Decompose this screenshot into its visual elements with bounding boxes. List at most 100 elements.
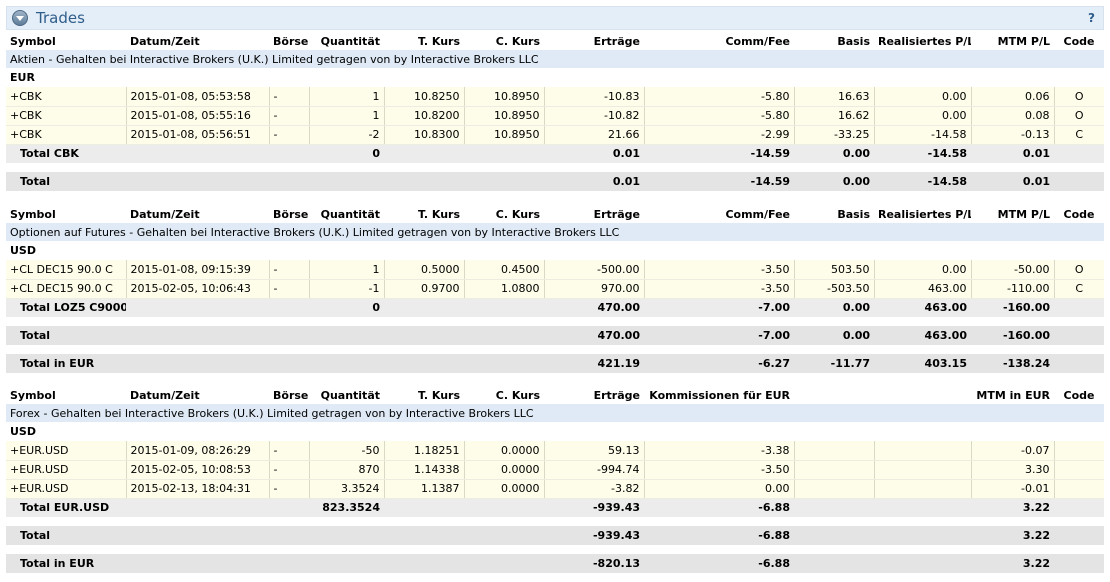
table-cell: 3.22 xyxy=(971,554,1054,573)
table-cell xyxy=(874,386,971,404)
table-cell xyxy=(464,354,544,373)
table-cell: -3.50 xyxy=(644,279,795,299)
table-cell: 463.00 xyxy=(874,279,972,299)
table-cell: 0.00 xyxy=(794,298,874,317)
table-cell: -3.38 xyxy=(644,441,795,461)
table-cell: Total in EUR xyxy=(6,354,126,373)
table-cell: 463.00 xyxy=(874,326,971,345)
table-cell: O xyxy=(1054,260,1104,280)
table-cell: 3.30 xyxy=(971,460,1055,480)
panel-title: Trades xyxy=(36,9,85,27)
table-cell xyxy=(126,172,269,191)
total-eur-row: Total in EUR -820.13 -6.88 3.22 xyxy=(6,554,1104,573)
table-cell: +EUR.USD xyxy=(6,441,127,461)
table-row: +CBK 2015-01-08, 05:56:51- -2 10.8300 10.895… xyxy=(6,125,1104,145)
table-cell: Comm/Fee xyxy=(725,207,790,221)
table-cell: C. Kurs xyxy=(495,34,540,48)
table-cell xyxy=(794,386,874,404)
table-cell: Symbol xyxy=(10,34,56,48)
table-cell xyxy=(1054,498,1104,517)
total-row: Total -939.43 -6.88 3.22 xyxy=(6,526,1104,545)
table-cell: 2015-01-08, 05:53:58 xyxy=(126,87,270,107)
table-cell: -10.82 xyxy=(544,106,645,126)
table-cell: Datum/Zeit xyxy=(130,207,200,221)
table-cell: +CBK xyxy=(6,125,127,145)
table-cell: 0.01 xyxy=(971,172,1054,191)
table-cell: 1.0800 xyxy=(464,279,545,299)
table-cell: -2.99 xyxy=(644,125,795,145)
table-cell: 421.19 xyxy=(544,354,644,373)
section-title: Aktien - Gehalten bei Interactive Broker… xyxy=(6,50,1104,68)
table-cell xyxy=(384,326,464,345)
help-link[interactable]: ? xyxy=(1088,11,1095,25)
table-cell xyxy=(464,554,544,573)
table-cell xyxy=(794,441,875,461)
table-cell: - xyxy=(269,125,310,145)
table-cell: 0.0000 xyxy=(464,441,545,461)
table-cell xyxy=(384,526,464,545)
table-cell: 59.13 xyxy=(544,441,645,461)
table-cell xyxy=(1054,298,1104,317)
table-cell xyxy=(126,326,269,345)
table-cell xyxy=(1054,326,1104,345)
table-cell: -160.00 xyxy=(971,298,1054,317)
table-cell: Erträge xyxy=(593,388,640,402)
table-cell: -14.59 xyxy=(644,172,794,191)
table-cell: Erträge xyxy=(593,34,640,48)
table-cell xyxy=(309,326,384,345)
table-cell: 1.1387 xyxy=(384,479,465,499)
subtotal-row: Total LOZ5 C9000 0 470.00 -7.00 0.00 463.00 -1… xyxy=(6,298,1104,317)
currency-label: USD xyxy=(6,422,1104,441)
table-row: +CBK 2015-01-08, 05:53:58-1 10.8250 10.8950… xyxy=(6,87,1104,107)
table-cell: -160.00 xyxy=(971,326,1054,345)
table-cell: -5.80 xyxy=(644,106,795,126)
table-cell xyxy=(464,326,544,345)
table-cell xyxy=(464,298,544,317)
table-cell xyxy=(1054,554,1104,573)
table-cell: -0.13 xyxy=(971,125,1055,145)
table-cell: 970.00 xyxy=(544,279,645,299)
table-cell: C. Kurs xyxy=(495,207,540,221)
table-cell: C xyxy=(1054,279,1104,299)
table-cell: 0.00 xyxy=(874,106,972,126)
table-cell: 0.01 xyxy=(971,144,1054,163)
table-row: +EUR.USD 2015-02-13, 18:04:31-3.3524 1.138… xyxy=(6,479,1104,499)
table-cell: 0.00 xyxy=(644,479,795,499)
table-cell: -10.83 xyxy=(544,87,645,107)
table-cell xyxy=(794,498,874,517)
table-cell: -3.82 xyxy=(544,479,645,499)
spacer-cell xyxy=(6,517,1104,526)
table-cell: 16.63 xyxy=(794,87,875,107)
table-cell: - xyxy=(269,460,310,480)
table-cell xyxy=(269,526,309,545)
table-cell: 823.3524 xyxy=(309,498,384,517)
table-cell: -7.00 xyxy=(644,326,794,345)
table-cell: Symbol xyxy=(10,207,56,221)
table-cell: 0.08 xyxy=(971,106,1055,126)
table-cell: 2015-01-08, 05:55:16 xyxy=(126,106,270,126)
table-cell: +CL DEC15 90.0 C xyxy=(6,279,127,299)
table-cell: 10.8250 xyxy=(384,87,465,107)
table-cell: Total xyxy=(6,526,126,545)
table-cell: Datum/Zeit xyxy=(130,34,200,48)
table-cell: 0.00 xyxy=(874,87,972,107)
table-cell: -14.58 xyxy=(874,144,971,163)
collapse-toggle-icon[interactable] xyxy=(12,10,28,26)
table-cell xyxy=(384,144,464,163)
table-cell xyxy=(874,526,971,545)
table-cell: -5.80 xyxy=(644,87,795,107)
column-header-row: Symbol Datum/Zeit Börse Quantität T. Kurs C. … xyxy=(6,386,1104,404)
table-cell xyxy=(874,479,972,499)
spacer-row xyxy=(6,163,1104,172)
table-cell xyxy=(794,554,874,573)
table-cell: 10.8300 xyxy=(384,125,465,145)
table-cell xyxy=(464,526,544,545)
table-cell xyxy=(1054,441,1104,461)
table-cell: -14.59 xyxy=(644,144,794,163)
table-cell xyxy=(464,172,544,191)
table-cell: C xyxy=(1054,125,1104,145)
table-cell xyxy=(1054,172,1104,191)
table-cell: O xyxy=(1054,87,1104,107)
table-cell: -6.88 xyxy=(644,554,794,573)
table-cell: 1 xyxy=(309,260,385,280)
